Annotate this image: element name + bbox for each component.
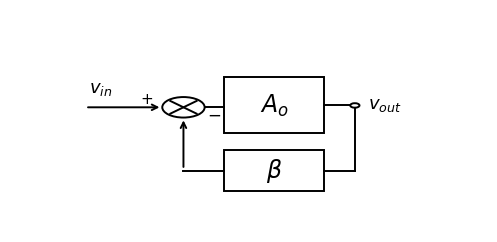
Text: $v_{out}$: $v_{out}$ [368, 97, 402, 114]
Circle shape [162, 97, 205, 118]
Text: $\beta$: $\beta$ [266, 157, 282, 185]
Circle shape [350, 103, 359, 108]
Bar [224, 77, 324, 133]
Text: −: − [207, 106, 221, 124]
Text: +: + [141, 92, 153, 107]
Text: $v_{in}$: $v_{in}$ [89, 80, 112, 98]
Bar [224, 150, 324, 191]
Text: $A_o$: $A_o$ [259, 92, 288, 119]
